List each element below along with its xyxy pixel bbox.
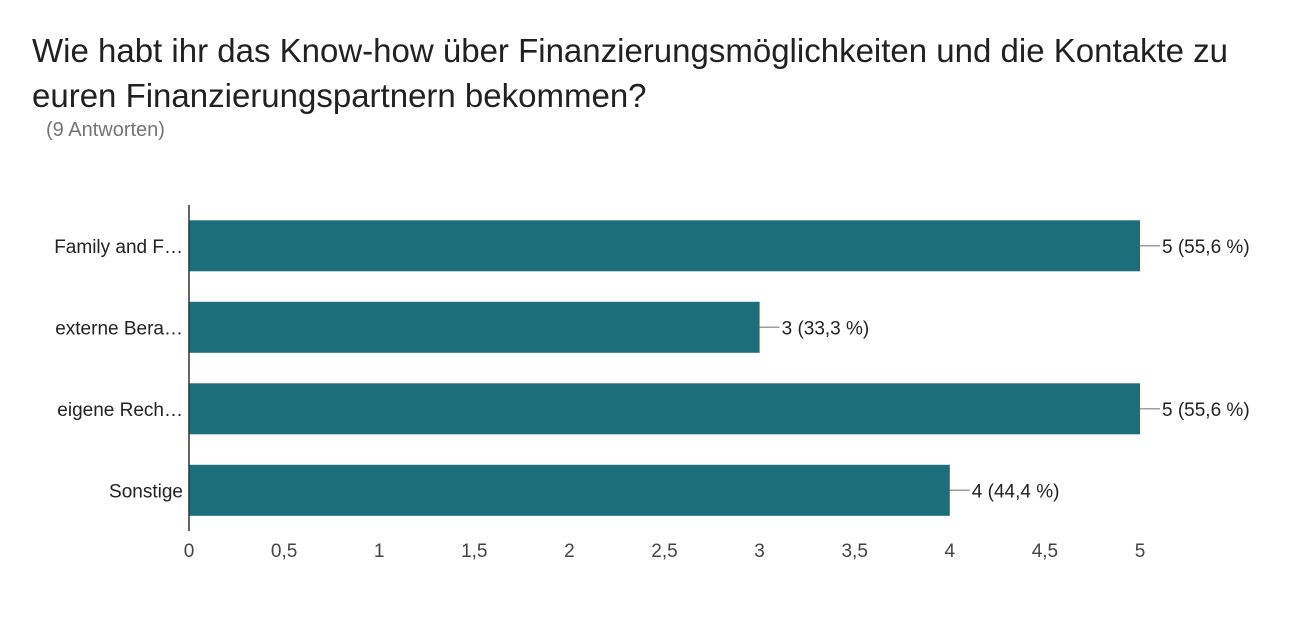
data-label: 3 (33,3 %): [782, 318, 870, 339]
category-label: Sonstige: [109, 481, 183, 502]
category-label: Family and F…: [54, 237, 183, 258]
x-tick-label: 5: [1135, 541, 1146, 562]
x-tick-label: 4: [945, 541, 956, 562]
x-tick-label: 0,5: [271, 541, 297, 562]
response-count: (9 Antworten): [46, 119, 165, 141]
data-label: 4 (44,4 %): [972, 481, 1060, 502]
x-tick-label: 3,5: [841, 541, 867, 562]
chart-title-block: Wie habt ihr das Know-how über Finanzier…: [32, 28, 1272, 118]
x-tick-label: 4,5: [1032, 541, 1058, 562]
x-tick-label: 3: [754, 541, 765, 562]
bar-2[interactable]: [189, 383, 1140, 435]
bar-3[interactable]: [189, 464, 950, 516]
chart-title: Wie habt ihr das Know-how über Finanzier…: [32, 32, 1229, 114]
x-tick-label: 2,5: [651, 541, 677, 562]
bar-1[interactable]: [189, 301, 760, 353]
data-label: 5 (55,6 %): [1162, 400, 1250, 421]
x-tick-label: 1: [374, 541, 385, 562]
x-tick-label: 1,5: [461, 541, 487, 562]
category-label: externe Bera…: [55, 318, 183, 339]
bar-0[interactable]: [189, 220, 1140, 272]
data-label: 5 (55,6 %): [1162, 237, 1250, 258]
x-tick-label: 2: [564, 541, 575, 562]
x-tick-label: 0: [184, 541, 195, 562]
category-label: eigene Rech…: [57, 400, 183, 421]
